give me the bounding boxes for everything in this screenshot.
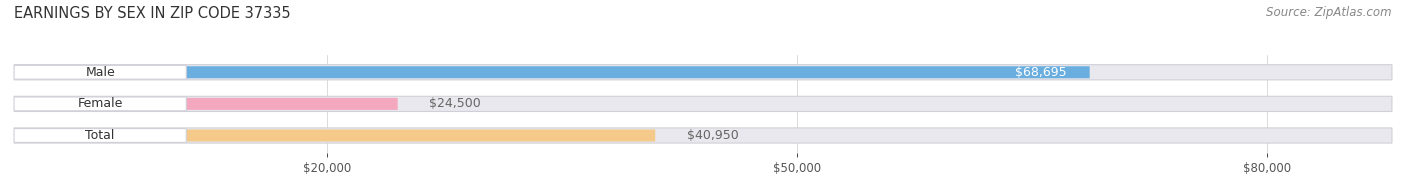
FancyBboxPatch shape [14,65,1392,80]
Text: Female: Female [77,97,122,110]
FancyBboxPatch shape [14,128,1392,143]
FancyBboxPatch shape [14,129,186,142]
Text: Male: Male [86,66,115,79]
FancyBboxPatch shape [14,96,1392,112]
FancyBboxPatch shape [14,66,1090,78]
Text: EARNINGS BY SEX IN ZIP CODE 37335: EARNINGS BY SEX IN ZIP CODE 37335 [14,6,291,21]
Text: $68,695: $68,695 [1015,66,1066,79]
Text: Source: ZipAtlas.com: Source: ZipAtlas.com [1267,6,1392,19]
FancyBboxPatch shape [14,130,655,142]
Text: $24,500: $24,500 [429,97,481,110]
FancyBboxPatch shape [14,98,398,110]
Text: Total: Total [86,129,115,142]
Text: $40,950: $40,950 [686,129,738,142]
FancyBboxPatch shape [14,65,186,79]
FancyBboxPatch shape [14,97,186,111]
